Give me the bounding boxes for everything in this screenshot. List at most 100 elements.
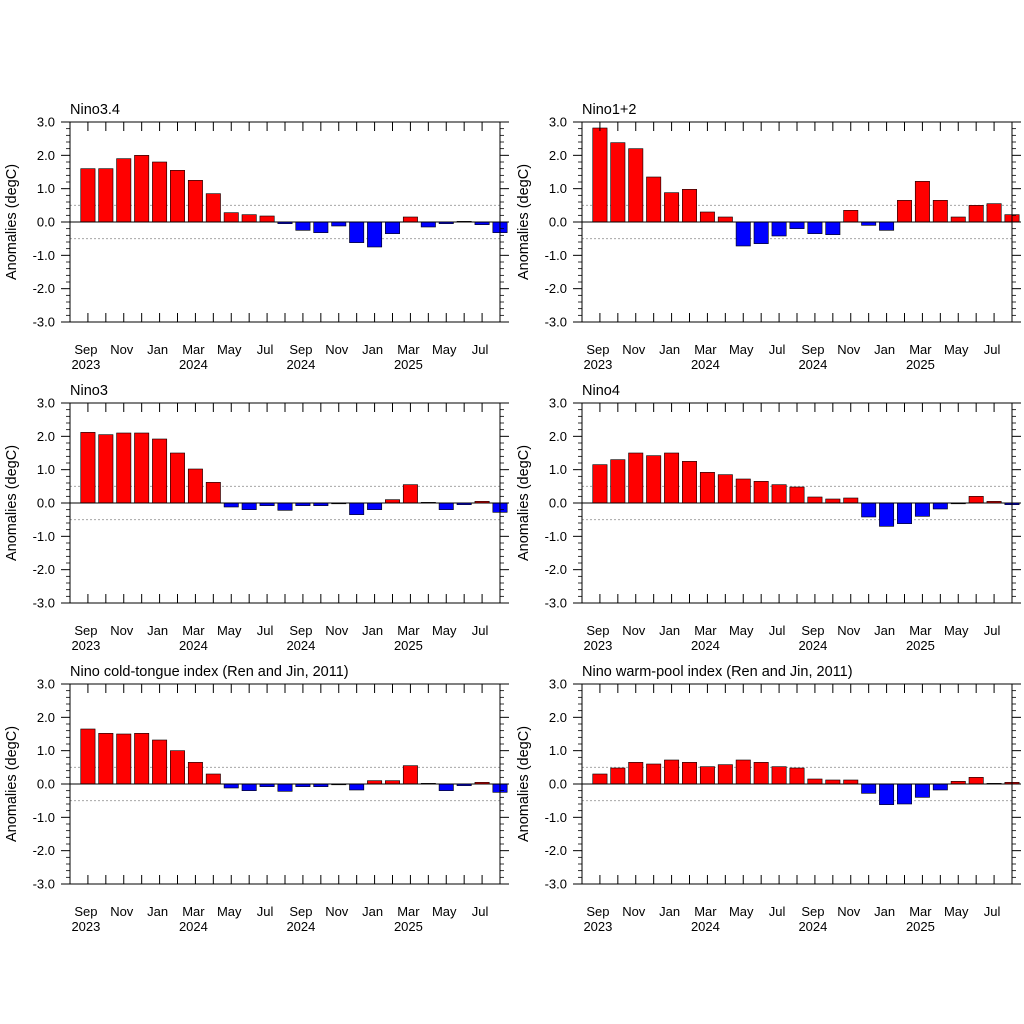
bar	[402, 765, 418, 785]
x-tick-label: May	[432, 342, 457, 357]
x-tick-year-label: 2024	[798, 919, 827, 934]
bar	[986, 203, 1002, 223]
y-tick-label: 2.0	[549, 148, 567, 163]
x-tick-label: Jan	[659, 904, 680, 919]
bar	[682, 762, 697, 785]
bar	[861, 783, 877, 794]
bar	[664, 452, 680, 504]
panel-nino34: Nino3.4 3.0 2.0 1.0 0.0 -1.0 -2.0 -3.0 Anomalie…	[0, 101, 512, 383]
y-tick-label: 1.0	[549, 743, 567, 758]
bar	[717, 764, 733, 785]
y-tick-label: -2.0	[33, 281, 55, 296]
bar	[313, 221, 329, 233]
bar	[753, 762, 769, 785]
x-tick-label: Nov	[622, 623, 646, 638]
x-tick-label: Jul	[984, 904, 1001, 919]
y-tick-label: 1.0	[37, 462, 55, 477]
bar	[367, 221, 383, 248]
bar	[968, 205, 984, 223]
x-tick-label: Nov	[325, 342, 349, 357]
y-tick-label: 0.0	[549, 496, 567, 511]
y-tick-label: 3.0	[549, 396, 567, 411]
x-tick-year-label: 2023	[583, 638, 612, 653]
x-tick-label: Mar	[182, 904, 205, 919]
bar	[592, 773, 608, 785]
x-tick-label: Nov	[325, 623, 349, 638]
bar	[277, 783, 293, 792]
bar	[116, 733, 132, 785]
x-tick-label: Jul	[769, 623, 786, 638]
bar	[968, 777, 984, 785]
bar	[914, 502, 930, 517]
bar	[592, 464, 608, 504]
x-tick-label: Mar	[397, 623, 420, 638]
bar	[610, 767, 626, 785]
bar	[771, 221, 787, 237]
x-tick-label: Mar	[694, 623, 717, 638]
bar	[331, 221, 347, 227]
panel-nino12: Nino1+2 3.0 2.0 1.0 0.0 -1.0 -2.0 -3.0 Anomalie…	[512, 101, 1024, 383]
x-tick-year-label: 2024	[179, 919, 208, 934]
x-tick-year-label: 2024	[691, 919, 720, 934]
x-tick-label: Sep	[801, 342, 824, 357]
bar	[771, 484, 787, 504]
x-tick-label: Jan	[874, 623, 895, 638]
bar	[682, 461, 697, 504]
bar	[170, 452, 185, 504]
bar	[277, 502, 293, 511]
panel-title: Nino3	[70, 383, 108, 399]
y-axis-label: Anomalies (degC)	[4, 726, 20, 842]
x-tick-label: Jan	[659, 623, 680, 638]
bar	[116, 432, 132, 504]
bar	[438, 502, 454, 510]
x-tick-label: Nov	[110, 342, 134, 357]
x-tick-year-label: 2024	[286, 919, 315, 934]
bar	[897, 783, 912, 805]
bar	[98, 168, 114, 223]
x-tick-label: Jul	[472, 342, 489, 357]
bar	[241, 502, 257, 510]
x-tick-year-label: 2023	[71, 638, 100, 653]
y-axis-label: Anomalies (degC)	[4, 445, 20, 561]
bar	[735, 221, 751, 247]
bar	[241, 783, 257, 791]
x-tick-label: Jan	[362, 623, 383, 638]
x-tick-label: Sep	[74, 342, 97, 357]
bar	[223, 212, 239, 223]
x-tick-label: May	[432, 623, 457, 638]
bar	[968, 496, 984, 504]
x-tick-label: Sep	[801, 904, 824, 919]
bar	[717, 474, 733, 504]
y-tick-label: 3.0	[37, 115, 55, 130]
y-tick-label: -1.0	[545, 810, 567, 825]
bar	[402, 484, 418, 504]
bar	[699, 211, 715, 223]
y-tick-label: -3.0	[33, 315, 55, 330]
bar	[152, 438, 168, 504]
bar	[134, 432, 150, 504]
x-tick-label: Mar	[694, 904, 717, 919]
bar	[807, 778, 823, 785]
bar	[825, 779, 841, 785]
x-tick-label: Nov	[622, 342, 646, 357]
x-tick-label: Jan	[659, 342, 680, 357]
y-tick-label: -1.0	[545, 248, 567, 263]
y-tick-label: -2.0	[545, 562, 567, 577]
bar	[134, 155, 150, 223]
x-tick-label: Jan	[362, 904, 383, 919]
y-axis-label: Anomalies (degC)	[516, 164, 532, 280]
y-tick-label: 3.0	[37, 677, 55, 692]
x-tick-label: Jul	[984, 623, 1001, 638]
bar	[628, 148, 644, 223]
y-tick-label: 3.0	[549, 115, 567, 130]
bar	[843, 779, 859, 785]
bar	[152, 161, 168, 223]
bar	[187, 762, 203, 785]
bar	[367, 502, 383, 510]
bar	[98, 434, 114, 504]
x-tick-label: May	[217, 623, 242, 638]
bar	[205, 773, 221, 785]
bar	[116, 158, 132, 223]
bar	[897, 502, 912, 524]
